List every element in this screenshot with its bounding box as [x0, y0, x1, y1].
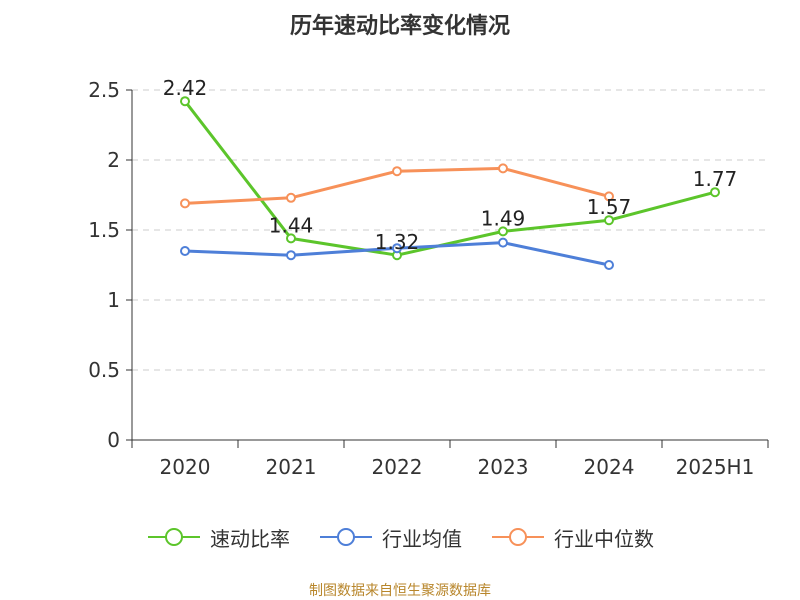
data-point — [498, 163, 508, 174]
data-point — [498, 226, 508, 237]
y-tick-label: 1.5 — [88, 218, 120, 242]
data-point — [286, 192, 296, 203]
series-lines — [180, 96, 720, 270]
data-point — [604, 191, 614, 202]
source-note: 制图数据来自恒生聚源数据库 — [309, 583, 491, 599]
data-point — [392, 243, 402, 254]
data-labels: 2.42 1.44 1.32 1.49 1.57 1.77 — [163, 76, 738, 254]
legend-marker — [509, 528, 527, 546]
data-point — [180, 246, 190, 256]
legend: 速动比率 行业均值 行业中位数 — [0, 520, 800, 554]
data-point — [604, 215, 614, 226]
x-tick-label: 2024 — [584, 455, 635, 479]
legend-marker — [337, 528, 355, 546]
data-label: 1.57 — [587, 195, 632, 219]
x-tick-label: 2022 — [372, 455, 423, 479]
data-label: 1.49 — [481, 206, 526, 230]
y-tick-label: 1 — [107, 288, 120, 312]
legend-label: 速动比率 — [210, 526, 290, 551]
x-tick-label: 2023 — [478, 455, 529, 479]
legend-item[interactable]: 行业中位数 — [490, 523, 654, 552]
legend-label: 行业均值 — [382, 526, 462, 551]
legend-line-icon — [320, 528, 372, 546]
x-tick-label: 2020 — [160, 455, 211, 479]
data-point — [180, 96, 190, 107]
data-label: 1.77 — [693, 167, 738, 191]
data-point — [392, 166, 402, 177]
y-tick-label: 2.5 — [88, 78, 120, 102]
legend-line-icon — [148, 528, 200, 546]
legend-line-icon — [492, 528, 544, 546]
data-point — [604, 260, 614, 270]
data-label: 1.32 — [375, 230, 420, 254]
data-point — [180, 198, 190, 209]
legend-marker — [165, 528, 183, 546]
series-line — [183, 100, 716, 257]
legend-item[interactable]: 速动比率 — [146, 523, 290, 552]
data-point — [710, 187, 720, 198]
legend-item[interactable]: 行业均值 — [318, 523, 462, 552]
data-point — [286, 233, 296, 244]
data-point — [498, 237, 508, 248]
data-label: 1.44 — [269, 213, 314, 237]
y-tick-label: 0.5 — [88, 358, 120, 382]
y-tick-label: 2 — [107, 148, 120, 172]
data-label: 2.42 — [163, 76, 208, 100]
grid-lines — [132, 89, 768, 371]
x-tick-label: 2021 — [266, 455, 317, 479]
legend-label: 行业中位数 — [554, 526, 654, 551]
x-tick-label: 2025H1 — [676, 455, 755, 479]
axes: 0 0.5 1 1.5 2 2.5 2020 2021 2022 2023 2024 2025H1 — [88, 78, 769, 479]
chart-title: 历年速动比率变化情况 — [289, 14, 510, 39]
y-tick-label: 0 — [107, 428, 120, 452]
data-point — [286, 250, 296, 261]
